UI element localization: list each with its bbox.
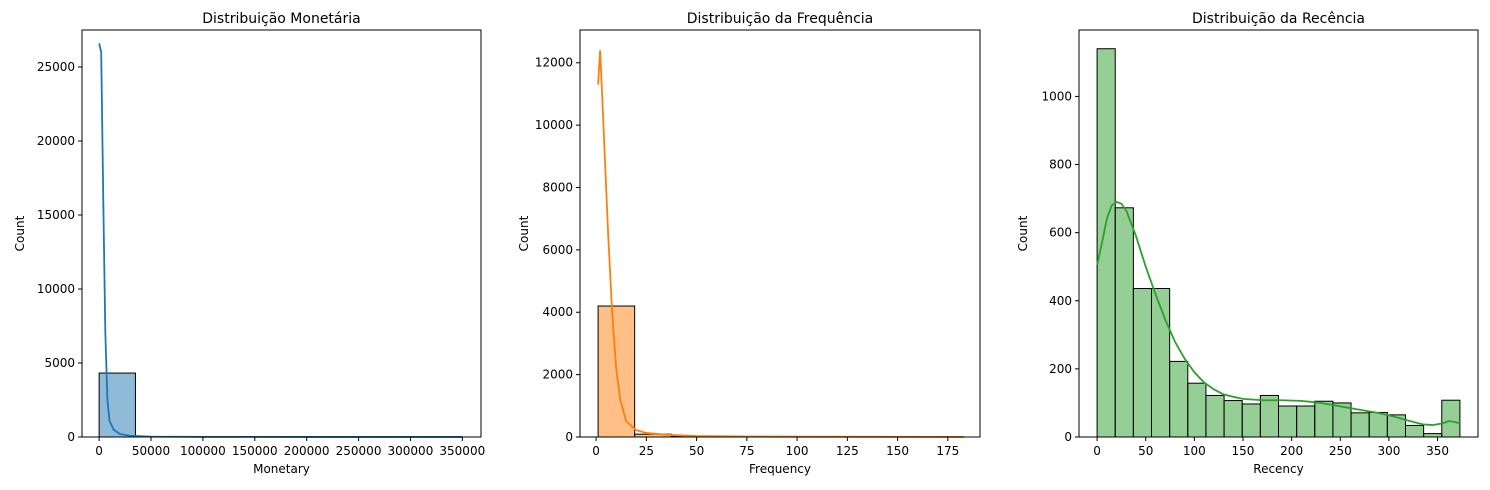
histogram-bar [1132, 288, 1153, 438]
y-tick-label: 5000 [44, 356, 75, 370]
histogram-bar [1296, 405, 1316, 438]
chart-title: Distribuição Monetária [202, 11, 360, 27]
x-tick-label: 200000 [284, 444, 330, 458]
histogram-bar [1223, 400, 1243, 438]
x-tick-label: 100 [1183, 444, 1206, 458]
histogram-bar [1404, 424, 1425, 438]
histogram-bar [1423, 433, 1443, 438]
y-tick-label: 10000 [37, 282, 75, 296]
histogram-bar [1441, 399, 1461, 438]
y-tick-label: 600 [1049, 226, 1072, 240]
x-tick-label: 250000 [336, 444, 382, 458]
histogram-bar [1368, 411, 1388, 438]
histogram-bar [1187, 382, 1207, 438]
chart-title: Distribuição da Recência [1192, 11, 1365, 27]
x-tick-label: 0 [95, 444, 103, 458]
x-tick-label: 300000 [388, 444, 434, 458]
y-tick-label: 400 [1049, 294, 1072, 308]
x-tick-label: 0 [592, 444, 600, 458]
y-tick-label: 8000 [542, 180, 573, 194]
histogram-bar [1151, 288, 1171, 438]
y-tick-label: 10000 [535, 118, 573, 132]
y-tick-label: 0 [565, 430, 573, 444]
y-tick-label: 800 [1049, 158, 1072, 172]
x-tick-label: 250 [1329, 444, 1352, 458]
x-tick-label: 150 [1232, 444, 1255, 458]
y-tick-label: 4000 [542, 305, 573, 319]
x-tick-label: 100000 [180, 444, 226, 458]
y-tick-label: 2000 [542, 368, 573, 382]
x-tick-label: 125 [836, 444, 859, 458]
kde-line [597, 50, 964, 438]
chart-title: Distribuição da Frequência [687, 11, 873, 27]
x-tick-label: 350000 [439, 444, 485, 458]
x-tick-label: 50000 [132, 444, 170, 458]
y-axis-label: Count [1016, 215, 1030, 251]
y-tick-label: 12000 [535, 56, 573, 70]
y-tick-label: 0 [1064, 430, 1072, 444]
y-axis-label: Count [517, 215, 531, 251]
x-axis-label: Monetary [253, 462, 310, 476]
histogram-bar [1169, 360, 1189, 438]
histogram-bar [1314, 400, 1334, 438]
histogram-bar [1350, 412, 1370, 438]
y-tick-label: 20000 [37, 134, 75, 148]
chart-panel-3: 0 50 100 150 200 250 300 350 0 200 400 600 800 1000 Di… [1016, 11, 1479, 476]
y-axis-label: Count [13, 215, 27, 251]
x-tick-label: 150000 [232, 444, 278, 458]
axes-frame [579, 29, 981, 438]
x-tick-label: 175 [936, 444, 959, 458]
y-tick-label: 6000 [542, 243, 573, 257]
chart-panel-1: 0 50000 100000 150000 200000 250000 300000 3500… [13, 11, 485, 476]
y-tick-label: 1000 [1041, 89, 1072, 103]
histogram-bar [1278, 405, 1298, 438]
x-tick-label: 50 [1138, 444, 1153, 458]
x-tick-label: 300 [1377, 444, 1400, 458]
histogram-bar [1096, 48, 1116, 438]
histogram-bar [1205, 394, 1225, 438]
x-tick-label: 200 [1280, 444, 1303, 458]
kde-line [98, 43, 463, 438]
y-tick-label: 15000 [37, 208, 75, 222]
x-tick-label: 150 [886, 444, 909, 458]
kde-line [1096, 200, 1461, 426]
histogram-bar [1114, 207, 1134, 438]
axes-frame [81, 29, 482, 438]
histogram-bar [1259, 394, 1280, 438]
x-tick-label: 25 [639, 444, 654, 458]
x-tick-label: 50 [689, 444, 704, 458]
x-tick-label: 75 [739, 444, 754, 458]
y-tick-label: 200 [1049, 362, 1072, 376]
y-tick-label: 0 [67, 430, 75, 444]
x-axis-label: Recency [1253, 462, 1303, 476]
histogram-bar [98, 372, 136, 438]
x-tick-label: 100 [786, 444, 809, 458]
axes-frame [1078, 29, 1479, 438]
histogram-bar [1241, 403, 1261, 438]
y-tick-label: 25000 [37, 60, 75, 74]
x-tick-label: 0 [1093, 444, 1101, 458]
x-axis-label: Frequency [749, 462, 811, 476]
chart-panel-2: 0 25 50 75 100 125 150 175 0 2000 4000 6000 8000 1000… [517, 11, 981, 476]
x-tick-label: 350 [1426, 444, 1449, 458]
